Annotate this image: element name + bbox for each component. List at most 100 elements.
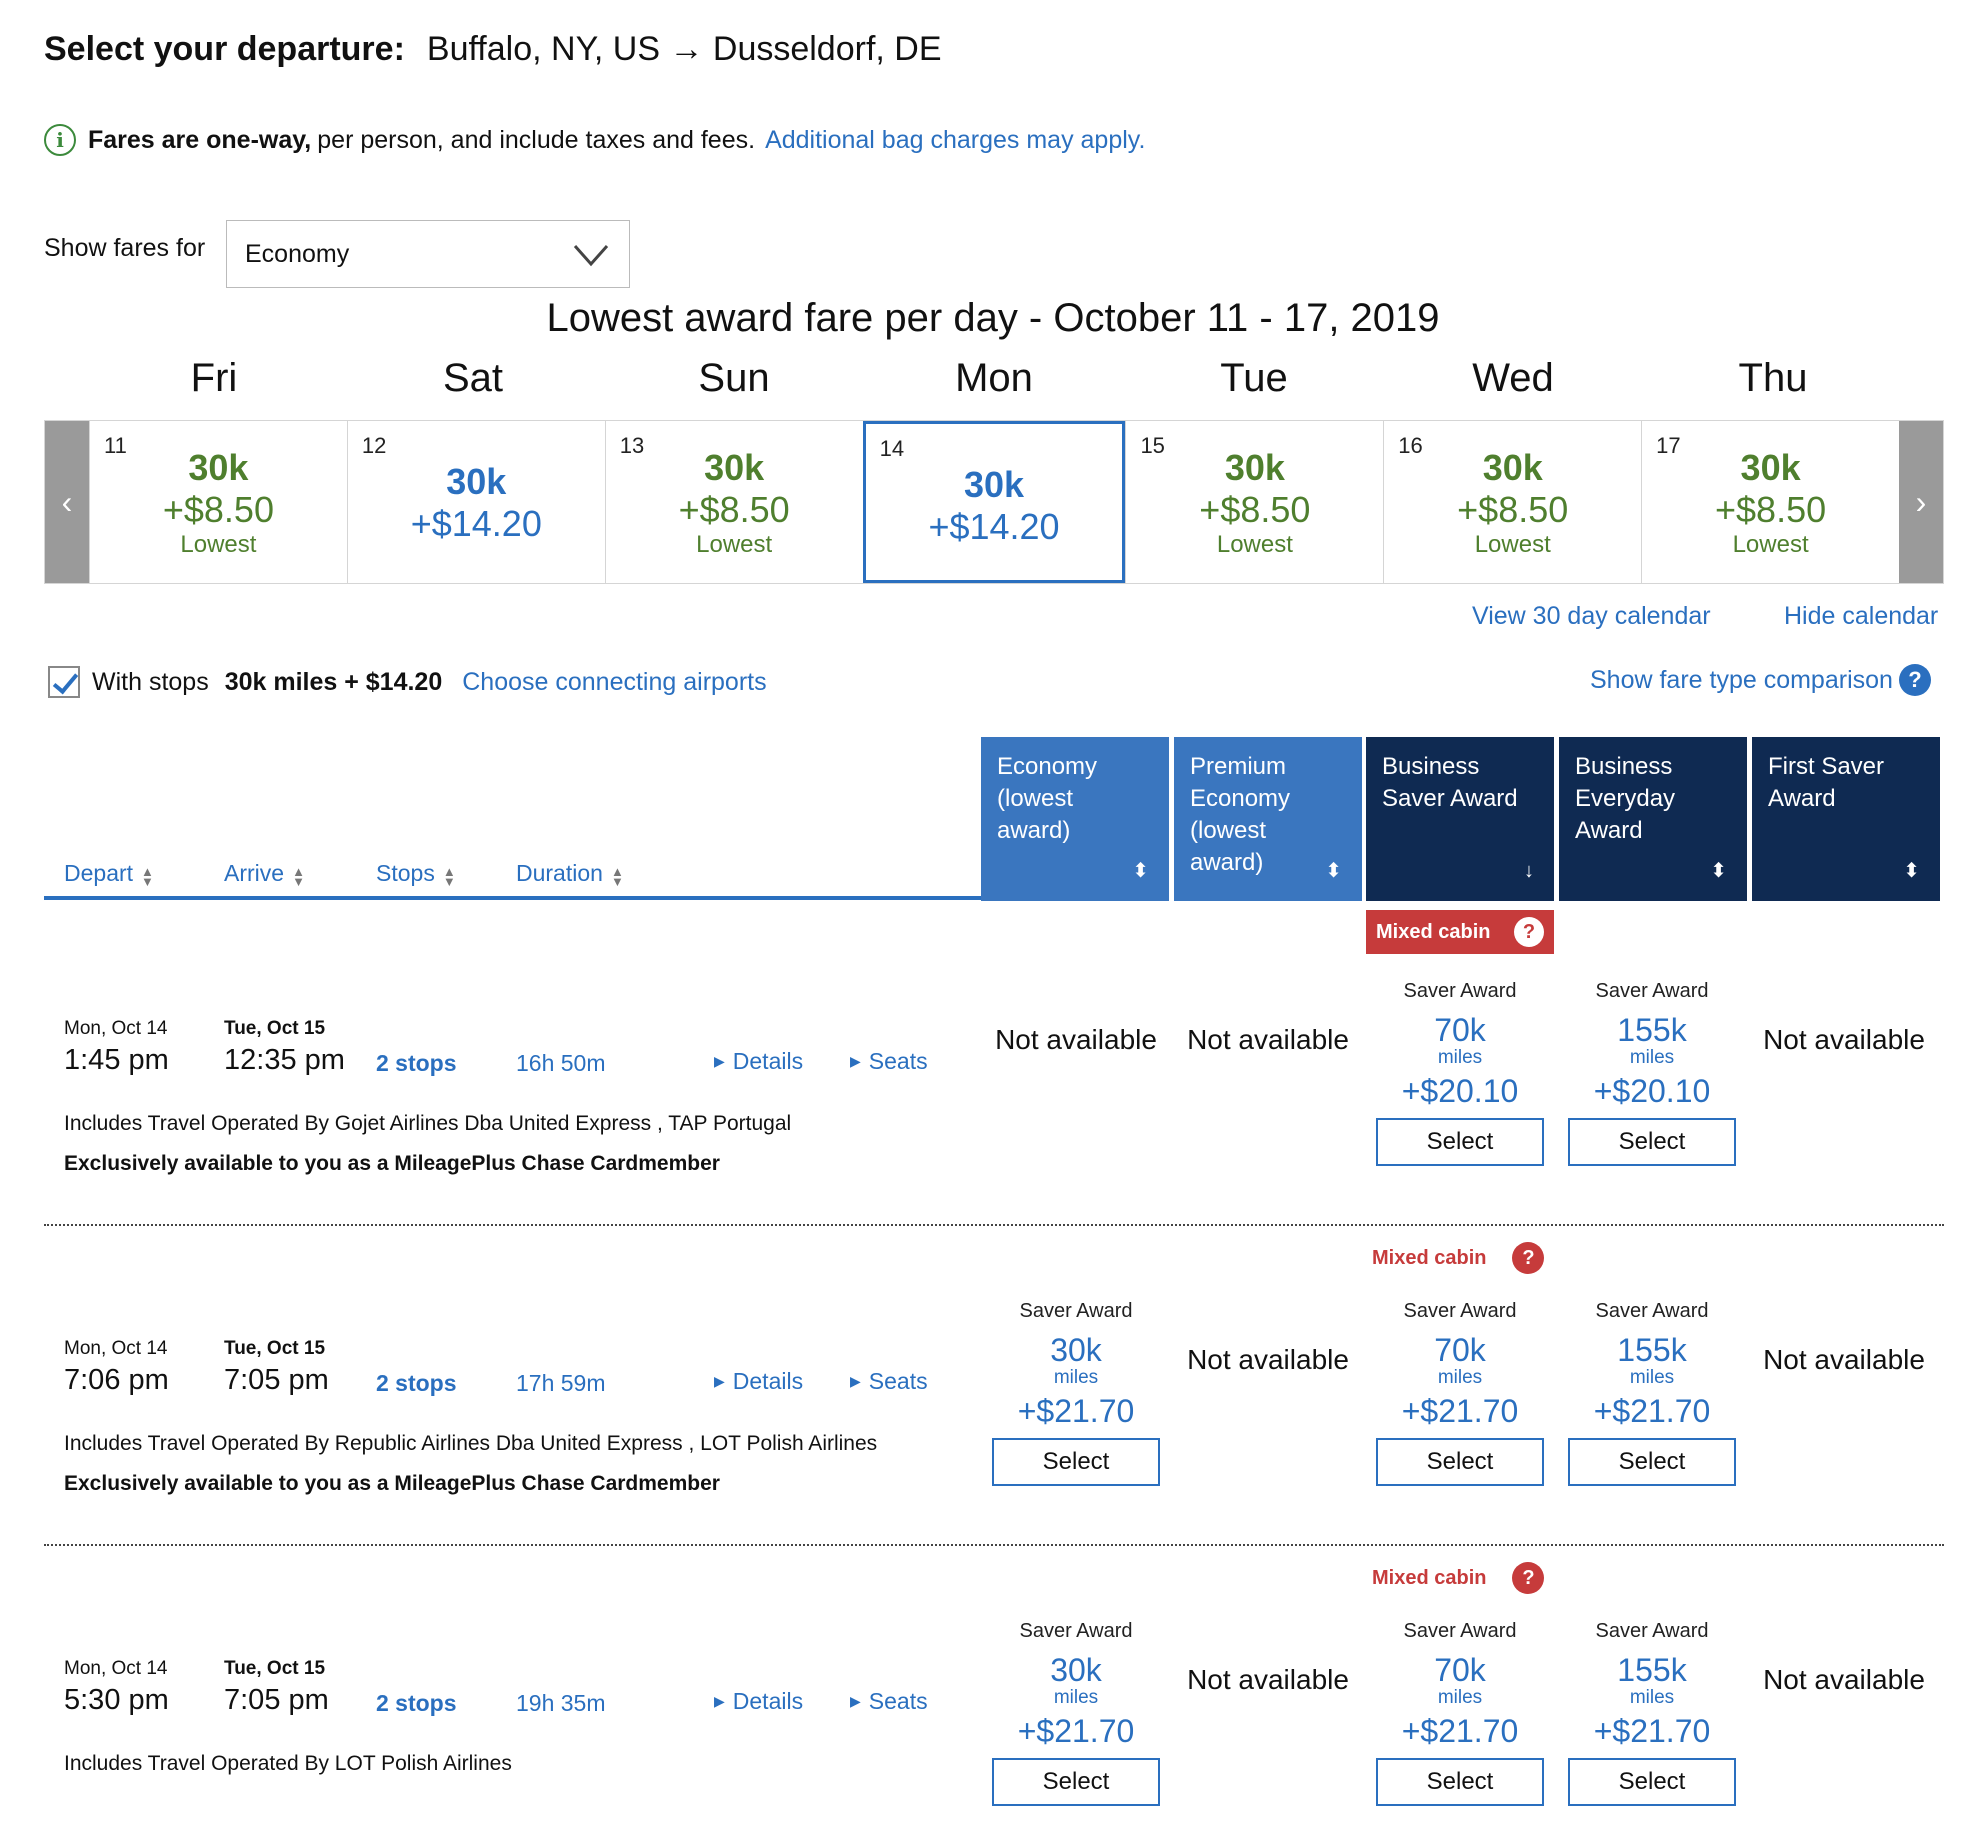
with-stops-label: With stops [92,667,209,696]
lowest-badge: Lowest [180,531,257,558]
stops-filter: With stops 30k miles + $14.20 Choose con… [48,666,767,698]
sort-stops[interactable]: Stops ▲ ▼ [376,860,456,889]
cabin-select[interactable]: Economy [226,220,630,288]
connecting-airports-link[interactable]: Choose connecting airports [462,667,767,696]
mixed-cabin-label: Mixed cabin [1376,920,1491,943]
row-divider [44,1224,1944,1226]
view-30-day-calendar-link[interactable]: View 30 day calendar [1472,602,1711,630]
select-button[interactable]: Select [992,1438,1160,1486]
stops-link[interactable]: 2 stops [376,1050,457,1076]
depart-time: 1:45 pm [64,1044,169,1076]
weekday-label: Mon [955,356,1033,400]
select-button[interactable]: Select [1568,1118,1736,1166]
help-icon[interactable]: ? [1512,1242,1545,1274]
fare-miles: 70k [1434,1332,1486,1368]
day-number: 17 [1656,433,1681,458]
sort-depart[interactable]: Depart ▲ ▼ [64,860,154,888]
lowest-badge: Lowest [1732,531,1809,558]
column-header-2[interactable]: Premium Economy (lowest award) ⬍ [1174,737,1362,901]
seats-link[interactable]: Seats [850,1368,928,1395]
fare-business_everyday: Saver Award 155k miles +$21.70 Select [1557,1300,1747,1486]
cabin-select-value: Economy [245,239,350,268]
column-header-5[interactable]: First Saver Award ⬍ [1752,737,1940,901]
column-header-4[interactable]: Business Everyday Award ⬍ [1559,737,1747,901]
miles-label: miles [1437,1687,1483,1708]
chevron-down-icon [573,245,609,267]
row-divider [44,1544,1944,1546]
fare-business_saver: Saver Award 70k miles +$20.10 Select [1365,980,1555,1166]
calendar-day-11[interactable]: 11 30k +$8.50 Lowest [89,421,347,583]
details-link[interactable]: Details [714,1368,803,1395]
help-icon[interactable]: ? [1898,664,1931,696]
help-icon[interactable]: ? [1514,917,1544,947]
fare-miles: 155k [1617,1332,1687,1368]
column-header-3[interactable]: Business Saver Award ↓ [1366,737,1554,901]
exclusive-note: Exclusively available to you as a Mileag… [64,1152,720,1175]
day-miles: 30k [188,447,249,488]
operated-by: Includes Travel Operated By Gojet Airlin… [64,1112,792,1135]
arrive-date: Tue, Oct 15 [224,1018,326,1039]
not-available: Not available [1187,1664,1349,1695]
miles-label: miles [1629,1367,1675,1388]
lowest-badge: Lowest [1474,531,1551,558]
day-miles: 30k [446,461,507,502]
select-button[interactable]: Select [1568,1758,1736,1806]
column-header-label: Premium Economy (lowest award) [1190,753,1291,876]
operated-by: Includes Travel Operated By Republic Air… [64,1432,878,1455]
select-button[interactable]: Select [1376,1438,1544,1486]
arrive-time: 7:05 pm [224,1684,329,1716]
seats-link[interactable]: Seats [850,1688,928,1715]
chevron-right-icon: › [1915,483,1927,520]
bag-charges-link[interactable]: Additional bag charges may apply. [765,125,1146,154]
miles-label: miles [1437,1367,1483,1388]
select-button[interactable]: Select [1376,1758,1544,1806]
mixed-cabin-badge: Mixed cabin ? [1366,910,1554,954]
fare-price: +$21.70 [1401,1713,1519,1749]
sort-label: Depart [64,860,134,886]
details-link[interactable]: Details [714,1048,803,1075]
hide-calendar-link[interactable]: Hide calendar [1784,602,1939,630]
day-number: 12 [361,433,387,458]
fare-miles: 30k [1050,1332,1102,1368]
miles-label: miles [1053,1367,1099,1388]
exclusive-note: Exclusively available to you as a Mileag… [64,1472,720,1495]
calendar-day-12[interactable]: 12 30k +$14.20 [346,421,605,583]
fare-economy: Saver Award 30k miles +$21.70 Select [981,1620,1171,1806]
miles-label: miles [1629,1047,1675,1068]
fare-comparison-link[interactable]: Show fare type comparison [1590,665,1893,694]
select-button[interactable]: Select [992,1758,1160,1806]
calendar-day-16[interactable]: 16 30k +$8.50 Lowest [1383,421,1641,583]
calendar-day-17[interactable]: 17 30k +$8.50 Lowest [1641,421,1899,583]
details-link[interactable]: Details [714,1688,803,1715]
calendar-day-15[interactable]: 15 30k +$8.50 Lowest [1125,421,1383,583]
fare-miles: 155k [1617,1012,1687,1048]
sort-arrive[interactable]: Arrive ▲ ▼ [224,860,305,888]
with-stops-checkbox[interactable] [48,666,80,698]
weekday-label: Fri [190,356,238,400]
not-available: Not available [1763,1344,1925,1375]
stops-link[interactable]: 2 stops [376,1690,457,1716]
calendar-day-14[interactable]: 14 30k +$14.20 [862,421,1126,583]
weekday-label: Tue [1220,356,1288,400]
lowest-badge: Lowest [696,531,773,558]
calendar-day-13[interactable]: 13 30k +$8.50 Lowest [604,421,863,583]
select-button[interactable]: Select [1376,1118,1544,1166]
column-header-1[interactable]: Economy (lowest award) ⬍ [981,737,1169,901]
select-button[interactable]: Select [1568,1438,1736,1486]
saver-award-label: Saver Award [1595,1620,1709,1642]
sort-icon: ⬍ [1325,860,1342,882]
sort-duration[interactable]: Duration ▲ ▼ [516,860,624,889]
not-available: Not available [1763,1664,1925,1695]
calendar-next-button[interactable]: › [1899,421,1943,583]
seats-link[interactable]: Seats [850,1048,928,1075]
fare-type-comparison[interactable]: Show fare type comparison ? [1590,664,1931,696]
calendar-prev-button[interactable]: ‹ [45,421,89,583]
mixed-cabin-badge: Mixed cabin? [1372,1562,1545,1594]
day-price: +$14.20 [928,506,1060,547]
help-icon[interactable]: ? [1512,1562,1545,1594]
operated-by: Includes Travel Operated By LOT Polish A… [64,1752,512,1775]
sort-icon: ▲ ▼ [442,863,456,889]
stops-link[interactable]: 2 stops [376,1370,457,1396]
column-header-label: Business Everyday Award [1575,753,1676,844]
sort-icon: ▲ ▼ [610,863,624,889]
